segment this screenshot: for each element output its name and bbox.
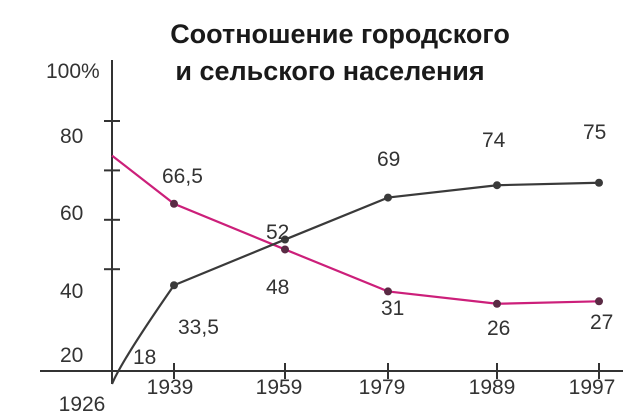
x-tick-label: 1959 — [256, 376, 303, 399]
data-point — [595, 178, 603, 187]
y-tick-label: 20 — [60, 344, 83, 367]
y-tick-label: 80 — [60, 125, 83, 148]
chart-points — [170, 178, 603, 308]
data-point — [493, 299, 501, 308]
chart-lines — [110, 154, 600, 385]
y-tick-label: 40 — [60, 280, 83, 303]
chart-title: Соотношение городского и сельского населе… — [170, 19, 510, 86]
data-label: 69 — [377, 148, 400, 171]
y-tick-label: 100% — [46, 60, 100, 83]
data-label: 74 — [482, 129, 506, 152]
y-tick-label: 60 — [60, 202, 83, 225]
x-tick-label: 1926 — [59, 393, 106, 414]
chart-axes: 20 40 60 80 100% 1926 1939 1959 1979 1989 1997 — [40, 60, 623, 414]
chart-title-line: Соотношение городского — [170, 19, 510, 49]
data-label: 33,5 — [178, 316, 219, 339]
data-label: 66,5 — [162, 165, 203, 188]
x-tick-label: 1989 — [469, 376, 516, 399]
x-tick-label: 1979 — [359, 376, 406, 399]
data-point — [493, 181, 501, 190]
data-label: 27 — [590, 311, 613, 334]
data-label: 52 — [266, 221, 289, 244]
data-label: 48 — [266, 276, 289, 299]
data-label: 75 — [583, 121, 606, 144]
data-point — [281, 235, 289, 244]
chart-data-labels: 66,5 48 31 26 27 18 33,5 52 69 74 75 — [133, 121, 613, 369]
data-point — [281, 245, 289, 254]
data-point — [170, 199, 178, 208]
x-tick-label: 1939 — [147, 376, 194, 399]
data-label: 26 — [487, 317, 510, 340]
x-tick-label: 1997 — [569, 376, 616, 399]
rural-series-line — [111, 154, 600, 305]
data-point — [170, 281, 178, 290]
chart-title-line: и сельского населения — [175, 56, 484, 86]
data-point — [595, 297, 603, 306]
data-point — [384, 193, 392, 202]
urban-series-line — [110, 181, 600, 385]
data-label: 18 — [133, 346, 156, 369]
data-label: 31 — [381, 297, 404, 320]
data-point — [384, 287, 392, 296]
